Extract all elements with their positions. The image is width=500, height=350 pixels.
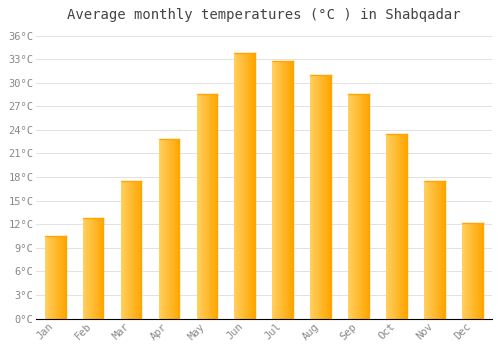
Title: Average monthly temperatures (°C ) in Shabqadar: Average monthly temperatures (°C ) in Sh… [67,8,460,22]
